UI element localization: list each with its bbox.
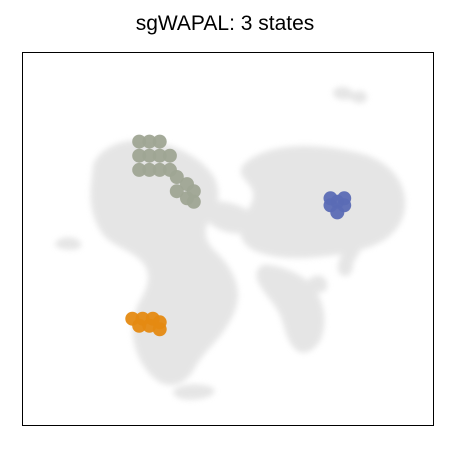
plot-area — [22, 52, 434, 426]
data-point — [330, 205, 345, 220]
data-point — [169, 170, 184, 184]
series-layer — [125, 134, 352, 337]
data-point — [132, 162, 147, 177]
data-point — [152, 322, 167, 337]
data-point — [152, 162, 167, 177]
data-point — [186, 184, 201, 199]
data-point — [132, 148, 147, 163]
data-point — [142, 134, 157, 149]
data-point — [132, 134, 147, 149]
data-point — [186, 194, 201, 209]
series-0 — [132, 134, 201, 209]
data-point — [323, 191, 338, 206]
data-point — [132, 318, 147, 333]
scatter-plot — [55, 86, 406, 400]
background-cells — [55, 86, 406, 400]
data-point — [142, 162, 157, 177]
series-2 — [125, 311, 167, 337]
data-point — [162, 148, 177, 163]
data-point — [169, 184, 184, 199]
data-point — [152, 148, 167, 163]
data-point — [142, 148, 157, 163]
data-point — [337, 191, 352, 206]
data-point — [152, 134, 167, 149]
series-1 — [323, 191, 352, 220]
chart-title: sgWAPAL: 3 states — [135, 12, 315, 35]
